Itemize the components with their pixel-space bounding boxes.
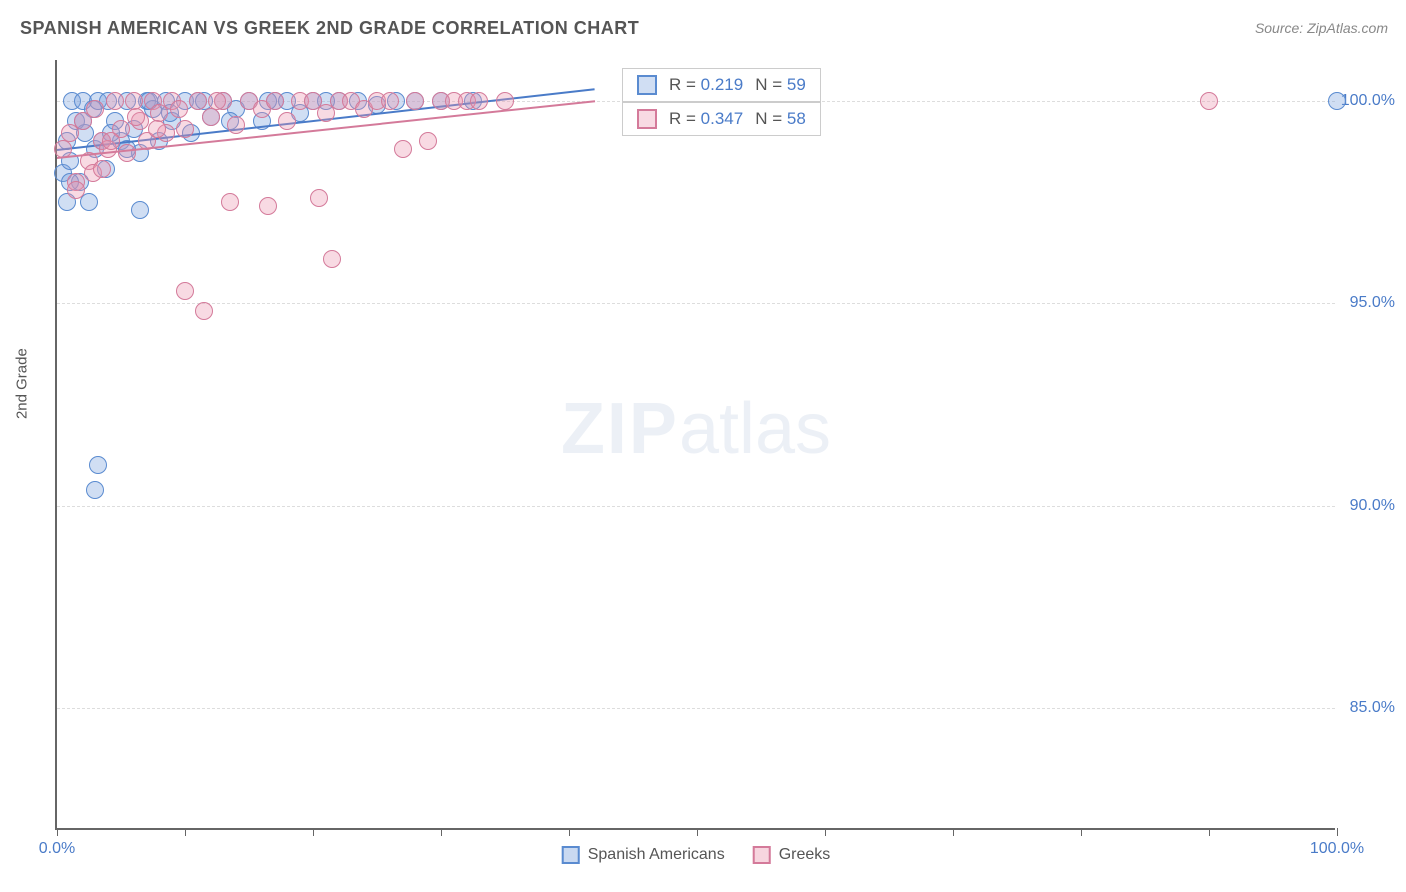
stats-r-value: 0.219 xyxy=(701,75,744,94)
scatter-point xyxy=(176,282,194,300)
scatter-point xyxy=(470,92,488,110)
scatter-point xyxy=(118,144,136,162)
scatter-point xyxy=(189,92,207,110)
x-tick xyxy=(185,828,186,836)
legend-item: Spanish Americans xyxy=(562,846,725,864)
stats-n-label: N = 59 xyxy=(755,75,806,95)
scatter-point xyxy=(148,120,166,138)
legend-swatch xyxy=(753,846,771,864)
y-tick-label: 85.0% xyxy=(1350,699,1395,717)
x-tick xyxy=(953,828,954,836)
stats-n-value: 59 xyxy=(787,75,806,94)
chart-container: SPANISH AMERICAN VS GREEK 2ND GRADE CORR… xyxy=(0,0,1406,892)
watermark-zip: ZIP xyxy=(561,389,679,469)
stats-n-value: 58 xyxy=(787,109,806,128)
legend-item: Greeks xyxy=(753,846,831,864)
chart-title: SPANISH AMERICAN VS GREEK 2ND GRADE CORR… xyxy=(20,18,639,39)
x-tick-label: 0.0% xyxy=(39,840,75,858)
x-tick xyxy=(441,828,442,836)
scatter-point xyxy=(86,481,104,499)
scatter-point xyxy=(202,108,220,126)
y-tick-label: 95.0% xyxy=(1350,294,1395,312)
x-tick xyxy=(313,828,314,836)
scatter-point xyxy=(176,120,194,138)
scatter-point xyxy=(1328,92,1346,110)
x-tick xyxy=(569,828,570,836)
scatter-point xyxy=(259,197,277,215)
scatter-point xyxy=(170,100,188,118)
scatter-point xyxy=(93,160,111,178)
stats-box: R = 0.347 N = 58 xyxy=(622,102,821,136)
y-tick-label: 90.0% xyxy=(1350,497,1395,515)
scatter-point xyxy=(221,193,239,211)
source-link[interactable]: ZipAtlas.com xyxy=(1307,20,1388,36)
x-tick xyxy=(1337,828,1338,836)
scatter-point xyxy=(227,116,245,134)
x-tick xyxy=(825,828,826,836)
scatter-point xyxy=(125,92,143,110)
scatter-point xyxy=(394,140,412,158)
scatter-point xyxy=(496,92,514,110)
scatter-point xyxy=(278,112,296,130)
stats-r-label: R = 0.347 xyxy=(669,109,743,129)
source-label: Source: xyxy=(1255,20,1303,36)
scatter-point xyxy=(131,201,149,219)
x-tick xyxy=(57,828,58,836)
plot-area: ZIPatlas Spanish AmericansGreeks 85.0%90… xyxy=(55,60,1335,830)
scatter-point xyxy=(102,132,120,150)
watermark: ZIPatlas xyxy=(561,388,831,470)
x-tick xyxy=(697,828,698,836)
scatter-point xyxy=(89,456,107,474)
scatter-point xyxy=(67,181,85,199)
scatter-point xyxy=(106,92,124,110)
watermark-atlas: atlas xyxy=(679,389,831,469)
y-tick-label: 100.0% xyxy=(1341,92,1395,110)
stats-r-label: R = 0.219 xyxy=(669,75,743,95)
scatter-point xyxy=(86,100,104,118)
gridline xyxy=(57,303,1335,304)
gridline xyxy=(57,506,1335,507)
scatter-point xyxy=(1200,92,1218,110)
legend-label: Greeks xyxy=(779,846,831,864)
bottom-legend: Spanish Americans Greeks xyxy=(562,846,831,864)
scatter-point xyxy=(381,92,399,110)
scatter-point xyxy=(208,92,226,110)
scatter-point xyxy=(310,189,328,207)
stats-r-value: 0.347 xyxy=(701,109,744,128)
stats-swatch xyxy=(637,109,657,129)
legend-swatch xyxy=(562,846,580,864)
legend-label: Spanish Americans xyxy=(588,846,725,864)
scatter-point xyxy=(419,132,437,150)
stats-n-label: N = 58 xyxy=(755,109,806,129)
scatter-point xyxy=(195,302,213,320)
scatter-point xyxy=(266,92,284,110)
scatter-point xyxy=(127,108,145,126)
gridline xyxy=(57,708,1335,709)
x-tick xyxy=(1081,828,1082,836)
x-tick-label: 100.0% xyxy=(1310,840,1364,858)
source-attribution: Source: ZipAtlas.com xyxy=(1255,20,1388,36)
stats-swatch xyxy=(637,75,657,95)
stats-box: R = 0.219 N = 59 xyxy=(622,68,821,102)
scatter-point xyxy=(406,92,424,110)
scatter-point xyxy=(323,250,341,268)
y-axis-label: 2nd Grade xyxy=(14,348,31,419)
x-tick xyxy=(1209,828,1210,836)
